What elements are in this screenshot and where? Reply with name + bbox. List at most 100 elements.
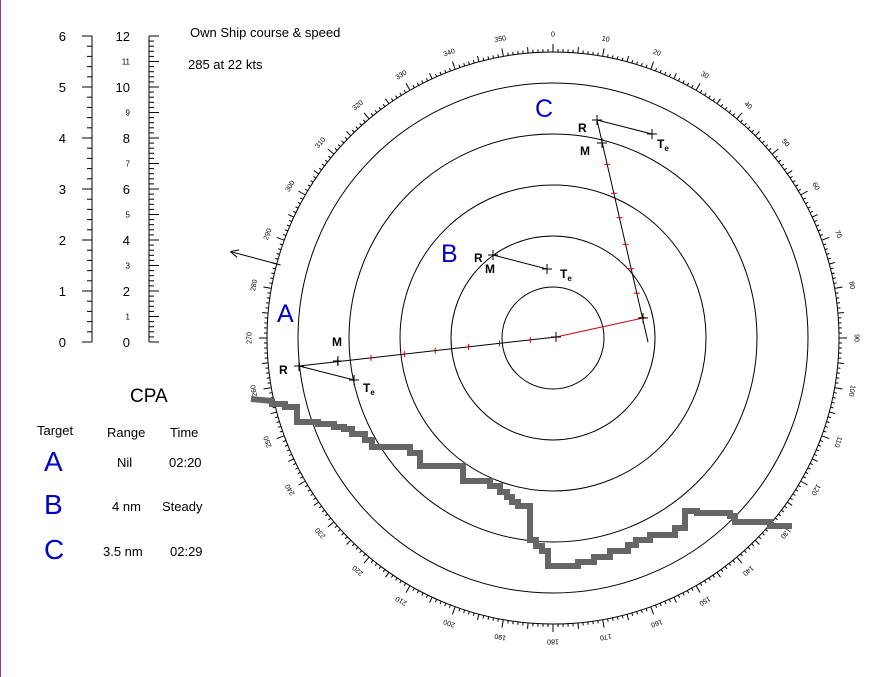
bearing-tick	[823, 430, 827, 433]
bearing-tick	[334, 525, 338, 528]
bearing-tick	[607, 618, 609, 622]
bearing-tick	[784, 505, 788, 509]
bearing-tick	[328, 155, 332, 159]
bearing-tick	[758, 136, 762, 140]
bearing-tick	[270, 411, 277, 415]
bearing-tick	[363, 112, 370, 120]
bearing-label: 70	[833, 230, 842, 240]
bearing-tick	[359, 550, 363, 554]
bearing-tick	[262, 312, 269, 314]
bearing-label: 100	[847, 384, 856, 397]
right-scale-label: 12	[116, 29, 130, 44]
left-scale-label: 3	[59, 182, 66, 197]
bearing-tick	[363, 556, 370, 564]
bearing-tick	[263, 286, 272, 289]
bearing-label: 200	[443, 617, 456, 628]
bearing-label: 20	[652, 49, 662, 58]
bearing-tick	[800, 480, 808, 486]
bearing-tick	[817, 444, 822, 447]
bearing-label: 240	[285, 483, 297, 497]
range-ring	[399, 184, 707, 492]
bearing-label: 110	[832, 435, 842, 448]
bearing-tick	[704, 92, 707, 96]
bearing-tick	[824, 425, 829, 428]
bearing-tick	[732, 559, 736, 563]
target-b-m-label: M	[485, 262, 495, 276]
bearing-tick	[832, 396, 836, 399]
right-scale-label: 6	[123, 182, 130, 197]
cpa-row-time: 02:20	[169, 455, 202, 470]
bearing-tick	[829, 411, 836, 415]
bearing-tick	[677, 78, 681, 82]
cpa-row-target: B	[44, 489, 63, 520]
bearing-label: 0	[551, 32, 555, 39]
bearing-tick	[830, 406, 834, 409]
bearing-tick	[425, 78, 429, 82]
bearing-tick	[468, 61, 470, 65]
right-scale-label: 9	[126, 109, 131, 118]
bearing-tick	[691, 587, 694, 592]
bearing-label: 190	[494, 632, 507, 641]
bearing-tick	[668, 73, 672, 77]
bearing-tick	[412, 587, 415, 592]
bearing-tick	[341, 140, 345, 144]
target-c-true-vector	[596, 119, 653, 135]
bearing-tick	[327, 521, 335, 528]
bearing-tick	[299, 197, 304, 200]
bearing-label: 320	[352, 99, 366, 112]
bearing-tick	[640, 609, 643, 614]
bearing-tick	[778, 513, 782, 517]
bearing-tick	[448, 68, 451, 72]
bearing-tick	[405, 83, 411, 91]
bearing-tick	[472, 60, 475, 64]
bearing-tick	[298, 190, 306, 196]
bearing-tick	[305, 188, 309, 192]
bearing-tick	[577, 622, 579, 629]
bearing-tick	[451, 61, 456, 70]
bearing-tick	[645, 608, 648, 612]
bearing-label: 120	[809, 483, 821, 497]
bearing-tick	[288, 214, 295, 218]
bearing-tick	[732, 113, 736, 117]
bearing-tick	[616, 616, 619, 620]
bearing-tick	[318, 505, 322, 509]
bearing-tick	[673, 596, 677, 603]
bearing-tick	[817, 229, 822, 232]
bearing-tick	[403, 582, 407, 586]
bearing-tick	[699, 582, 703, 586]
bearing-tick	[374, 563, 378, 567]
bearing-tick	[631, 612, 634, 616]
bearing-tick	[602, 48, 605, 57]
bearing-tick	[297, 201, 301, 205]
bearing-tick	[363, 553, 366, 557]
bearing-tick	[802, 476, 807, 479]
bearing-tick	[351, 543, 355, 547]
bearing-tick	[809, 462, 813, 466]
bearing-tick	[272, 406, 276, 409]
bearing-tick	[807, 206, 811, 209]
cpa-title: CPA	[130, 386, 168, 407]
bearing-tick	[819, 233, 823, 236]
bearing-label: 260	[250, 384, 259, 397]
bearing-tick	[747, 126, 751, 130]
bearing-tick	[809, 210, 813, 214]
bearing-tick	[313, 501, 320, 506]
bearing-tick	[497, 54, 499, 58]
bearing-tick	[382, 569, 386, 573]
bearing-tick	[284, 229, 289, 232]
bearing-label: 290	[263, 228, 274, 241]
bearing-tick	[800, 190, 808, 196]
bearing-tick	[765, 144, 769, 148]
bearing-label: 340	[443, 48, 456, 59]
bearing-tick	[786, 170, 793, 175]
bearing-tick	[712, 574, 716, 578]
bearing-tick	[444, 69, 447, 74]
target-c-m-label: M	[580, 144, 590, 158]
bearing-tick	[355, 546, 359, 550]
bearing-tick	[283, 440, 287, 443]
bearing-tick	[708, 577, 711, 581]
bearing-tick	[778, 159, 782, 163]
bearing-tick	[399, 580, 402, 584]
cpa-row-target: A	[44, 446, 63, 477]
